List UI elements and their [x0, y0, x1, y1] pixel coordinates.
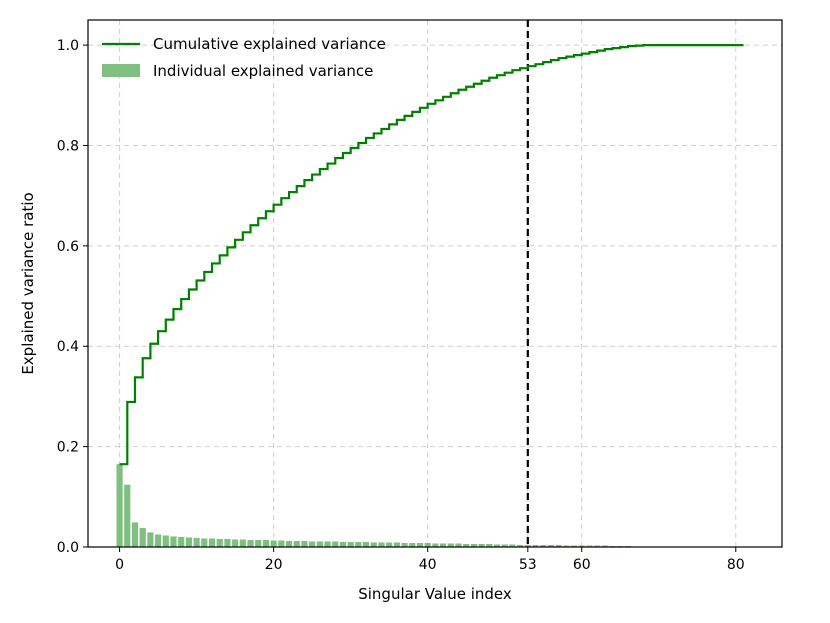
- variance-bar: [116, 464, 123, 547]
- variance-bar: [355, 541, 362, 547]
- y-tick-label: 0.4: [57, 339, 79, 355]
- y-axis-label: Explained variance ratio: [19, 192, 37, 374]
- variance-bar: [447, 543, 454, 547]
- variance-bar: [409, 542, 416, 547]
- variance-bar: [486, 543, 493, 547]
- variance-bar: [239, 539, 246, 547]
- variance-bar: [470, 543, 477, 547]
- variance-bar: [301, 540, 308, 547]
- variance-bar: [339, 541, 347, 547]
- variance-bar: [362, 541, 370, 547]
- variance-bar: [440, 543, 447, 547]
- variance-bar: [455, 543, 462, 547]
- individual-variance-bars: [116, 464, 647, 547]
- variance-bar: [255, 539, 262, 547]
- variance-bar: [247, 539, 254, 547]
- variance-bar: [324, 541, 331, 547]
- x-tick-label: 60: [573, 557, 591, 573]
- variance-bar: [570, 545, 578, 547]
- cumulative-variance-line: [119, 43, 744, 466]
- variance-bar: [347, 541, 354, 547]
- variance-bar: [601, 545, 608, 547]
- variance-bar: [424, 542, 431, 547]
- variance-bar: [131, 522, 139, 547]
- variance-bar: [524, 544, 531, 547]
- variance-bar: [432, 543, 439, 547]
- variance-bar: [401, 542, 408, 547]
- x-tick-label: 0: [115, 557, 124, 573]
- variance-bar: [285, 540, 293, 547]
- variance-bar: [309, 541, 316, 547]
- variance-bar: [232, 539, 239, 547]
- plot-frame: [87, 19, 783, 548]
- x-tick-label: 80: [727, 557, 745, 573]
- y-tick-label: 0.2: [57, 440, 79, 456]
- variance-bar: [378, 542, 385, 547]
- variance-bar: [478, 543, 485, 547]
- variance-bar: [393, 542, 400, 547]
- variance-bar: [201, 538, 208, 547]
- variance-bar: [293, 540, 300, 547]
- y-tick-label: 0.6: [57, 239, 79, 255]
- variance-bar: [316, 541, 323, 547]
- variance-bar: [555, 544, 562, 547]
- cumulative-step-path: [119, 43, 744, 466]
- legend-individual-swatch: [102, 64, 140, 77]
- variance-bar: [493, 544, 501, 547]
- variance-bar: [332, 541, 339, 547]
- variance-bar: [416, 542, 424, 547]
- variance-bar: [578, 545, 585, 547]
- variance-bar: [563, 545, 570, 547]
- variance-bar: [139, 527, 146, 547]
- variance-bar: [155, 534, 162, 547]
- variance-bar: [193, 537, 200, 547]
- variance-bar: [509, 544, 516, 547]
- variance-bar: [501, 544, 508, 547]
- variance-bar: [162, 535, 169, 547]
- variance-bar: [547, 544, 555, 547]
- variance-bar: [147, 532, 154, 547]
- y-tick-label: 1.0: [57, 38, 79, 54]
- variance-bar: [224, 538, 231, 547]
- x-tick-label: 53: [519, 557, 537, 573]
- legend-individual-label: Individual explained variance: [153, 62, 373, 80]
- y-tick-label: 0.0: [57, 540, 79, 556]
- variance-bar: [178, 536, 185, 547]
- variance-bar: [185, 537, 192, 547]
- variance-bar: [216, 538, 223, 547]
- variance-bar: [270, 540, 277, 547]
- legend-cumulative-label: Cumulative explained variance: [153, 35, 386, 53]
- x-tick-label: 20: [265, 557, 283, 573]
- variance-bar: [586, 545, 593, 547]
- variance-bar: [532, 544, 539, 547]
- variance-bar: [124, 484, 131, 547]
- legend: Cumulative explained variance Individual…: [102, 35, 386, 80]
- variance-bar: [594, 545, 601, 547]
- x-axis-label: Singular Value index: [358, 585, 512, 603]
- variance-bar: [370, 542, 377, 547]
- variance-bar: [517, 544, 524, 547]
- y-tick-label: 0.8: [57, 138, 79, 154]
- y-axis-ticks: 0.0 0.2 0.4 0.6 0.8 1.0: [57, 38, 88, 556]
- variance-bar: [170, 536, 177, 547]
- x-tick-label: 40: [419, 557, 437, 573]
- variance-bar: [463, 543, 470, 547]
- x-axis-ticks: 0 20 40 53 60 80: [115, 547, 745, 573]
- variance-bar: [540, 544, 547, 547]
- variance-bar: [278, 540, 285, 547]
- variance-bar: [262, 539, 270, 547]
- variance-bar: [386, 542, 393, 547]
- variance-bar: [208, 538, 216, 547]
